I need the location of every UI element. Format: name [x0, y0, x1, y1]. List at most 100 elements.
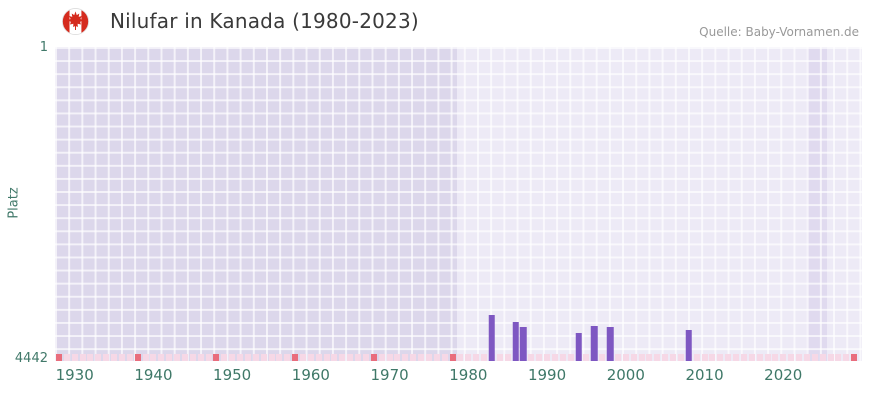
- no-rank-marker: [599, 354, 606, 361]
- no-rank-marker: [355, 354, 362, 361]
- no-rank-marker: [654, 354, 661, 361]
- no-rank-marker: [205, 354, 212, 361]
- no-rank-marker: [410, 354, 417, 361]
- no-rank-marker: [95, 354, 102, 361]
- rank-bar-1996: [591, 326, 598, 361]
- no-rank-marker: [221, 354, 228, 361]
- rank-bar-1987: [520, 326, 527, 361]
- no-rank-marker: [150, 354, 157, 361]
- no-rank-marker: [473, 354, 480, 361]
- x-tick-1950: 1950: [213, 366, 252, 384]
- no-rank-marker: [71, 354, 78, 361]
- no-rank-marker: [386, 354, 393, 361]
- no-rank-marker: [362, 354, 369, 361]
- no-rank-marker: [662, 354, 669, 361]
- rank-bar-1986: [512, 321, 519, 361]
- no-rank-marker: [717, 354, 724, 361]
- rank-bar-1994: [575, 332, 582, 361]
- no-rank-marker: [811, 354, 818, 361]
- no-rank-marker: [677, 354, 684, 361]
- no-rank-marker: [331, 354, 338, 361]
- no-rank-marker: [693, 354, 700, 361]
- chart-title: Nilufar in Kanada (1980-2023): [110, 9, 419, 33]
- no-rank-marker: [63, 354, 70, 361]
- no-rank-marker: [536, 354, 543, 361]
- no-rank-marker: [843, 354, 850, 361]
- x-tick-1930: 1930: [55, 366, 94, 384]
- no-rank-marker: [323, 354, 330, 361]
- no-rank-marker: [142, 354, 149, 361]
- no-rank-marker: [646, 354, 653, 361]
- no-rank-marker: [433, 354, 440, 361]
- x-tick-1990: 1990: [527, 366, 567, 384]
- no-rank-marker: [166, 354, 173, 361]
- x-tick-2010: 2010: [685, 366, 724, 384]
- x-tick-2020: 2020: [764, 366, 803, 384]
- x-tick-1960: 1960: [291, 366, 330, 384]
- y-tick-worst-rank: 4442: [14, 351, 48, 366]
- no-rank-marker: [347, 354, 354, 361]
- no-rank-marker: [803, 354, 810, 361]
- no-rank-marker: [614, 354, 621, 361]
- no-rank-marker: [780, 354, 787, 361]
- rank-bar-1983: [488, 314, 496, 361]
- no-rank-marker: [260, 354, 267, 361]
- no-rank-marker: [670, 354, 677, 361]
- x-tick-1970: 1970: [370, 366, 409, 384]
- no-rank-marker: [701, 354, 708, 361]
- no-rank-marker: [300, 354, 306, 361]
- no-rank-marker: [55, 354, 62, 361]
- no-rank-marker: [709, 354, 716, 361]
- no-rank-marker: [229, 354, 236, 361]
- no-rank-marker: [118, 354, 125, 361]
- no-rank-marker: [796, 354, 802, 361]
- no-rank-marker: [481, 354, 488, 361]
- no-rank-marker: [441, 354, 448, 361]
- no-rank-marker: [465, 354, 472, 361]
- x-tick-1980: 1980: [449, 366, 488, 384]
- no-rank-marker: [134, 354, 141, 361]
- no-rank-marker: [213, 354, 220, 361]
- no-rank-marker: [103, 354, 110, 361]
- no-rank-marker: [252, 354, 259, 361]
- rank-bar-1998: [606, 326, 614, 361]
- no-rank-marker: [756, 354, 763, 361]
- no-rank-marker: [725, 354, 732, 361]
- no-rank-marker: [559, 354, 566, 361]
- no-rank-marker: [158, 354, 165, 361]
- no-rank-marker: [237, 354, 244, 361]
- x-axis-ticks: 1930 1940 1950 1960 1970 1980 1990 2000 2010 2020: [55, 366, 862, 388]
- chart-header: Nilufar in Kanada (1980-2023) Quelle: Ba…: [0, 0, 873, 46]
- no-rank-marker: [772, 354, 779, 361]
- no-rank-marker: [87, 354, 94, 361]
- no-rank-marker: [544, 354, 551, 361]
- no-rank-marker: [276, 354, 283, 361]
- x-tick-2000: 2000: [606, 366, 645, 384]
- no-rank-marker: [292, 354, 299, 361]
- no-rank-marker: [733, 354, 740, 361]
- y-tick-best-rank: 1: [39, 40, 48, 55]
- no-rank-marker: [504, 354, 511, 361]
- no-rank-marker: [638, 354, 645, 361]
- no-rank-marker: [174, 354, 181, 361]
- no-rank-marker: [583, 354, 590, 361]
- no-rank-marker: [449, 354, 456, 361]
- no-rank-marker: [418, 354, 425, 361]
- no-rank-marker: [835, 354, 842, 361]
- x-tick-1940: 1940: [134, 366, 173, 384]
- no-rank-marker: [528, 354, 535, 361]
- no-rank-marker: [315, 354, 322, 361]
- no-rank-marker: [764, 354, 771, 361]
- no-rank-marker: [551, 354, 558, 361]
- no-rank-marker: [370, 354, 377, 361]
- no-rank-marker: [339, 354, 346, 361]
- no-rank-marker: [425, 354, 432, 361]
- rank-bar-2008: [685, 329, 693, 361]
- grid-lines: [55, 47, 862, 361]
- no-rank-marker: [819, 354, 826, 361]
- no-rank-marker: [189, 354, 196, 361]
- no-rank-marker: [79, 354, 86, 361]
- no-rank-marker: [111, 354, 118, 361]
- no-rank-marker: [748, 354, 755, 361]
